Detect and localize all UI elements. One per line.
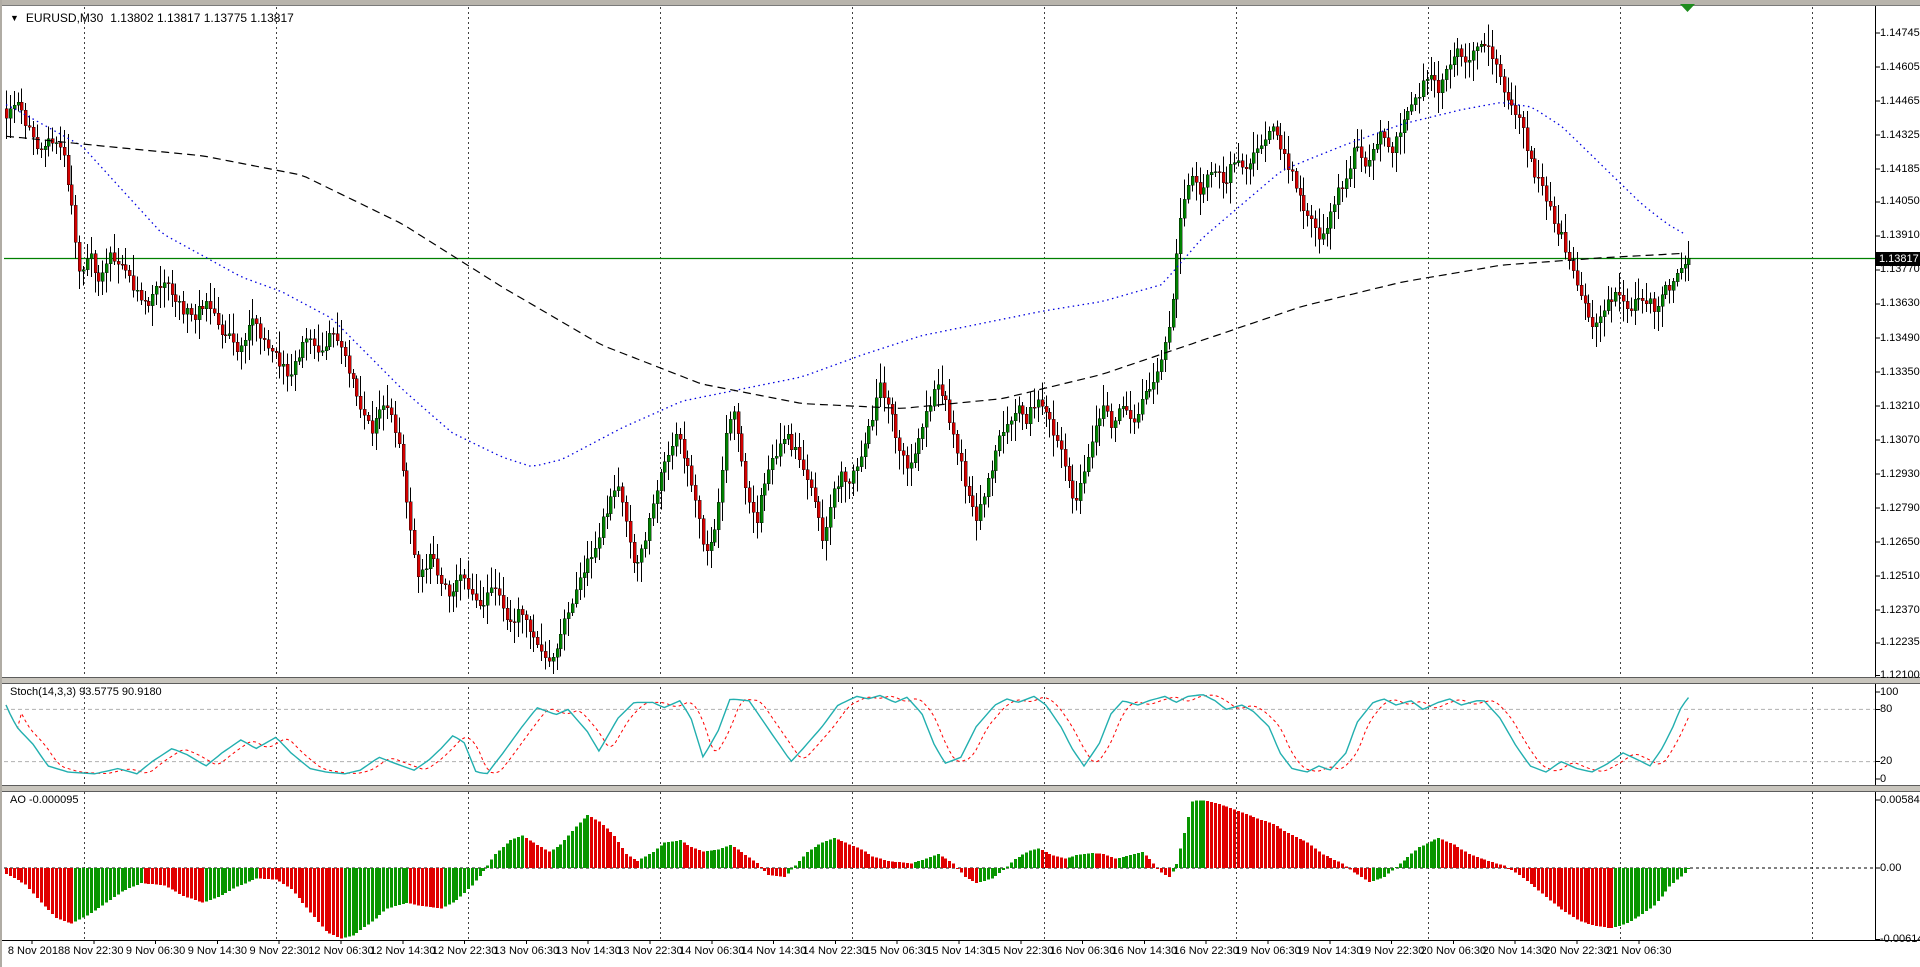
window-top-strip bbox=[2, 0, 1920, 6]
symbol-timeframe-label: EURUSD,M30 bbox=[25, 11, 104, 25]
time-axis-label: 19 Nov 22:30 bbox=[1358, 945, 1425, 957]
time-axis-label: 12 Nov 14:30 bbox=[370, 945, 436, 957]
price-axis-label: 1.12235 bbox=[1880, 636, 1920, 649]
price-axis-label: 1.13490 bbox=[1880, 331, 1920, 344]
time-axis-label: 9 Nov 22:30 bbox=[249, 945, 309, 957]
axis-ticks bbox=[31, 32, 1880, 944]
time-axis-label: 14 Nov 14:30 bbox=[740, 945, 807, 957]
time-axis-label: 14 Nov 22:30 bbox=[802, 945, 869, 957]
price-axis-label: 1.13630 bbox=[1880, 297, 1920, 310]
time-axis-label: 12 Nov 22:30 bbox=[431, 945, 498, 957]
price-axis-label: 1.13350 bbox=[1880, 365, 1920, 378]
price-axis-label: 1.14605 bbox=[1880, 60, 1920, 73]
candle-wicks bbox=[6, 24, 1689, 675]
time-axis-label: 20 Nov 14:30 bbox=[1482, 945, 1548, 957]
panel-separator[interactable] bbox=[2, 677, 1920, 684]
time-axis-label: 12 Nov 06:30 bbox=[308, 945, 374, 957]
time-axis-label: 16 Nov 22:30 bbox=[1173, 945, 1239, 957]
stoch-signal-line bbox=[5, 694, 1689, 775]
price-axis-label: 1.13070 bbox=[1880, 433, 1920, 446]
signal-marker-icon bbox=[1680, 4, 1695, 12]
stoch-axis-label: 100 bbox=[1880, 685, 1899, 698]
ao-axis-label: -0.006143 bbox=[1880, 932, 1920, 945]
price-axis-label: 1.13910 bbox=[1880, 229, 1920, 242]
time-axis-label: 20 Nov 22:30 bbox=[1544, 945, 1610, 957]
stoch-main-line bbox=[5, 694, 1690, 775]
price-axis-label: 1.12790 bbox=[1880, 501, 1920, 514]
candlesticks bbox=[4, 43, 1691, 662]
time-axis-label: 19 Nov 14:30 bbox=[1297, 945, 1363, 957]
time-axis-label: 15 Nov 14:30 bbox=[926, 945, 992, 957]
time-axis-label: 14 Nov 06:30 bbox=[679, 945, 745, 957]
price-axis-label: 1.14325 bbox=[1880, 128, 1920, 141]
time-axis-label: 16 Nov 14:30 bbox=[1111, 945, 1178, 957]
price-axis-label: 1.12100 bbox=[1880, 669, 1920, 682]
ao-axis-label: 0.00 bbox=[1880, 861, 1902, 874]
time-axis-label: 9 Nov 06:30 bbox=[125, 945, 186, 957]
current-price-tag: 1.13817 bbox=[1876, 251, 1920, 266]
price-axis-label: 1.13770 bbox=[1880, 263, 1920, 276]
time-axis-label: 20 Nov 06:30 bbox=[1420, 945, 1487, 957]
price-axis-label: 1.14465 bbox=[1880, 94, 1920, 107]
time-axis-label: 15 Nov 06:30 bbox=[864, 945, 930, 957]
ao-histogram bbox=[5, 800, 1690, 939]
time-axis-label: 21 Nov 06:30 bbox=[1606, 945, 1672, 957]
price-axis-label: 1.12650 bbox=[1880, 535, 1920, 548]
time-axis-label: 13 Nov 14:30 bbox=[555, 945, 621, 957]
price-axis-label: 1.13210 bbox=[1880, 399, 1920, 412]
price-axis-label: 1.12930 bbox=[1880, 467, 1920, 480]
awesome-oscillator-label: AO -0.000095 bbox=[10, 794, 79, 806]
time-axis-label: 8 Nov 22:30 bbox=[64, 945, 124, 957]
stoch-axis-label: 80 bbox=[1880, 702, 1893, 715]
stochastic-indicator-label: Stoch(14,3,3) 93.5775 90.9180 bbox=[10, 686, 162, 698]
price-axis-label: 1.12370 bbox=[1880, 603, 1920, 616]
price-axis-label: 1.14745 bbox=[1880, 26, 1920, 39]
time-axis-label: 19 Nov 06:30 bbox=[1235, 945, 1301, 957]
ma-fast-line bbox=[5, 102, 1685, 467]
ohlc-quotes-label: 1.13802 1.13817 1.13775 1.13817 bbox=[110, 11, 294, 25]
price-axis-label: 1.14050 bbox=[1880, 195, 1920, 208]
panel-separator[interactable] bbox=[2, 785, 1920, 792]
time-axis-label: 13 Nov 06:30 bbox=[493, 945, 560, 957]
ma-slow-line bbox=[5, 135, 1685, 409]
time-axis-label: 9 Nov 14:30 bbox=[187, 945, 248, 957]
price-axis-label: 1.14185 bbox=[1880, 162, 1920, 175]
ao-axis-label: 0.005842 bbox=[1880, 793, 1920, 806]
symbol-dropdown-icon[interactable]: ▼ bbox=[10, 13, 19, 23]
price-axis-label: 1.12510 bbox=[1880, 569, 1920, 582]
time-axis-label: 15 Nov 22:30 bbox=[988, 945, 1054, 957]
time-axis-label: 13 Nov 22:30 bbox=[617, 945, 683, 957]
time-axis-label: 8 Nov 2018 bbox=[7, 945, 65, 957]
chart-title: ▼ EURUSD,M30 1.13802 1.13817 1.13775 1.1… bbox=[10, 11, 294, 25]
stoch-axis-label: 20 bbox=[1880, 755, 1893, 768]
stoch-axis-label: 0 bbox=[1880, 772, 1887, 785]
time-axis-label: 16 Nov 06:30 bbox=[1049, 945, 1116, 957]
